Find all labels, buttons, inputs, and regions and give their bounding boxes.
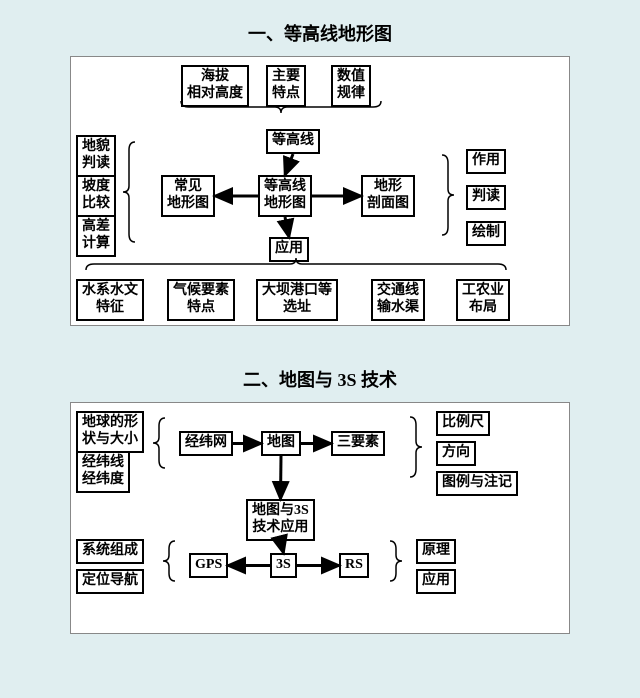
node-m16: 应用: [416, 569, 456, 594]
node-n16: 气候要素特点: [167, 279, 235, 321]
bracket: [442, 155, 454, 235]
node-n8: 常见地形图: [161, 175, 215, 217]
node-n12: 判读: [466, 185, 506, 210]
node-m13: 3S: [270, 553, 297, 578]
node-m8: 图例与注记: [436, 471, 518, 496]
node-n15: 水系水文特征: [76, 279, 144, 321]
bracket: [163, 541, 175, 581]
node-m12: GPS: [189, 553, 228, 578]
node-n3: 数值规律: [331, 65, 371, 107]
diagram-contour: 海拔相对高度主要特点数值规律等高线 地貌判读坡度比较高差计算 常见地形图 等高线地形图…: [70, 56, 570, 326]
node-m6: 比例尺: [436, 411, 490, 436]
node-m5: 三要素: [331, 431, 385, 456]
page: 一、等高线地形图 海拔相对高度主要特点数值规律等高线 地貌判读坡度比较高差计算 常见…: [0, 0, 640, 674]
node-n7: 高差计算: [76, 215, 116, 257]
node-m14: RS: [339, 553, 369, 578]
node-n5: 地貌判读: [76, 135, 116, 177]
bracket: [123, 142, 135, 242]
bracket: [390, 541, 402, 581]
node-m10: 系统组成: [76, 539, 144, 564]
node-n4: 等高线: [266, 129, 320, 154]
section2-title: 二、地图与 3S 技术: [0, 346, 640, 402]
arrow: [281, 541, 284, 553]
node-m7: 方向: [436, 441, 476, 466]
node-n2: 主要特点: [266, 65, 306, 107]
node-n9: 等高线地形图: [258, 175, 312, 217]
arrow: [285, 217, 289, 237]
node-n19: 工农业布局: [456, 279, 510, 321]
arrow: [285, 154, 293, 175]
diagram-map-3s: 地球的形状与大小经纬线经纬度 经纬网 地图 三要素 比例尺方向图例与注记地图与3S技术应…: [70, 402, 570, 634]
node-m9: 地图与3S技术应用: [246, 499, 315, 541]
node-n18: 交通线输水渠: [371, 279, 425, 321]
node-m15: 原理: [416, 539, 456, 564]
node-m4: 地图: [261, 431, 301, 456]
node-m2: 经纬线经纬度: [76, 451, 130, 493]
overlay: [71, 403, 569, 633]
node-m11: 定位导航: [76, 569, 144, 594]
node-n6: 坡度比较: [76, 175, 116, 217]
bracket: [410, 417, 422, 477]
node-m3: 经纬网: [179, 431, 233, 456]
node-n1: 海拔相对高度: [181, 65, 249, 107]
node-n14: 应用: [269, 237, 309, 262]
section1-title: 一、等高线地形图: [0, 0, 640, 56]
node-m1: 地球的形状与大小: [76, 411, 144, 453]
arrow: [281, 456, 282, 499]
node-n10: 地形剖面图: [361, 175, 415, 217]
node-n11: 作用: [466, 149, 506, 174]
node-n13: 绘制: [466, 221, 506, 246]
bracket: [153, 418, 165, 468]
node-n17: 大坝港口等选址: [256, 279, 338, 321]
